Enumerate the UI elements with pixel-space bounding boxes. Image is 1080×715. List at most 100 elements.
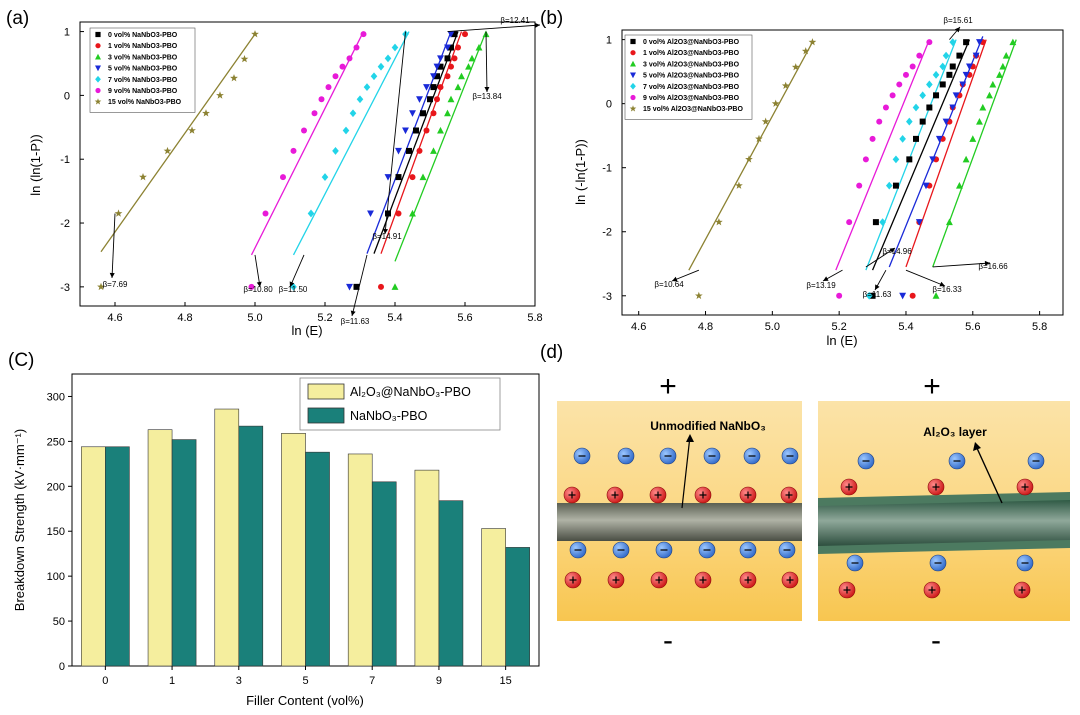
annotation-arrowhead — [686, 434, 694, 442]
data-point — [391, 43, 399, 52]
panel-d-label: (d) — [540, 342, 563, 363]
x-tick-label: 4.8 — [698, 321, 713, 333]
legend-marker — [630, 82, 636, 90]
beta-arrow-head — [875, 284, 880, 290]
legend-marker — [94, 98, 102, 105]
data-point — [976, 117, 983, 125]
data-point — [114, 209, 123, 217]
data-point — [342, 126, 350, 135]
legend-box — [624, 34, 753, 120]
panel-b-label: (b) — [540, 8, 563, 29]
data-point — [1009, 38, 1017, 46]
legend-label-coated: Al₂O₃@NaNbO₃-PBO — [350, 385, 471, 399]
data-point — [332, 147, 339, 155]
panel-c-bars — [81, 408, 530, 667]
legend-label: 0 vol% Al2O3@NaNbO3-PBO — [643, 39, 740, 46]
annotation-arrowhead — [973, 442, 981, 451]
data-point — [97, 282, 105, 291]
negative-electrode-sign: - — [931, 624, 941, 657]
y-tick-label: 50 — [53, 616, 65, 628]
data-point — [952, 92, 960, 99]
data-point — [413, 127, 419, 134]
y-tick-label: -1 — [602, 163, 612, 175]
bar — [238, 425, 264, 667]
x-tick-label: 5.4 — [898, 321, 913, 333]
beta-arrow-head — [889, 248, 895, 253]
negative-electrode-sign: - — [663, 624, 673, 657]
annotation-al2o3-layer: Al₂O₃ layer — [923, 425, 987, 439]
data-point — [935, 135, 943, 143]
data-point — [955, 182, 963, 189]
beta-label: β=14.91 — [372, 232, 402, 241]
beta-label: β=7.69 — [103, 280, 128, 289]
x-tick-label: 5.8 — [527, 312, 542, 324]
data-point — [735, 181, 743, 189]
panel-b-beta-annotations: β=15.61 β=14.96 β=11.63 β=16.33 β=16.66 β=13.… — [654, 16, 1008, 299]
x-tick-label: 1 — [169, 675, 175, 687]
beta-arrow — [865, 247, 896, 268]
data-point — [862, 156, 869, 163]
data-point — [989, 80, 997, 88]
schematic-coated: + - Al₂O₃ layer — [818, 370, 1070, 657]
data-point — [406, 147, 412, 154]
data-point — [906, 156, 913, 163]
data-point — [962, 71, 970, 79]
legend-box — [89, 27, 196, 113]
legend-marker — [630, 50, 636, 56]
data-point — [892, 155, 900, 164]
y-axis-label: ln (-ln(1-P)) — [573, 139, 588, 205]
beta-label: β=12.41 — [500, 16, 530, 25]
legend-swatch-coated — [307, 383, 345, 400]
data-point — [307, 209, 315, 218]
beta-arrow — [351, 254, 368, 317]
charges-left — [563, 447, 799, 589]
data-point — [945, 218, 953, 226]
beta-arrow-head — [383, 228, 388, 234]
x-axis-label: Filler Content (vol%) — [246, 693, 364, 708]
legend-label: 7 vol% Al2O3@NaNbO3-PBO — [643, 84, 740, 91]
data-point — [332, 73, 339, 80]
data-point — [972, 52, 980, 60]
y-tick-label: -2 — [602, 227, 612, 239]
data-point — [427, 96, 433, 103]
bar — [438, 500, 464, 667]
beta-arrow-head — [534, 22, 540, 28]
data-point — [926, 39, 933, 46]
nanorod-core — [818, 500, 1070, 546]
legend-label: 1 vol% Al2O3@NaNbO3-PBO — [643, 50, 740, 57]
data-point — [791, 63, 800, 71]
beta-arrow — [447, 24, 541, 33]
fit-line — [380, 31, 463, 254]
x-tick-label: 3 — [236, 675, 242, 687]
data-point — [188, 126, 196, 134]
legend-label: 5 vol% Al2O3@NaNbO3-PBO — [643, 73, 740, 80]
beta-arrow-head — [350, 310, 356, 316]
data-point — [468, 54, 476, 62]
y-axis-label: Breakdown Strength (kV·mm⁻¹) — [12, 429, 27, 611]
data-point — [409, 174, 416, 181]
bar — [305, 451, 330, 667]
data-point — [447, 95, 455, 103]
y-tick-label: -3 — [602, 291, 612, 303]
data-point — [280, 174, 286, 181]
legend-label: 0 vol% NaNbO3-PBO — [108, 32, 178, 39]
data-point — [346, 283, 353, 291]
beta-label: β=16.66 — [978, 262, 1008, 271]
x-tick-label: 4.8 — [177, 312, 192, 324]
data-point — [879, 218, 886, 227]
data-point — [301, 127, 307, 134]
data-point — [248, 283, 255, 290]
positive-electrode-sign: + — [923, 370, 941, 403]
data-point — [942, 118, 950, 126]
panel-c-legend: Al₂O₃@NaNbO₃-PBO NaNbO₃-PBO — [299, 377, 501, 431]
bar — [214, 408, 240, 667]
beta-arrow — [905, 269, 946, 287]
data-point — [455, 44, 461, 51]
beta-label: β=16.33 — [932, 285, 962, 294]
y-tick-label: 250 — [47, 436, 65, 448]
data-point — [892, 182, 899, 189]
data-point — [420, 110, 426, 117]
beta-arrow — [254, 254, 261, 288]
